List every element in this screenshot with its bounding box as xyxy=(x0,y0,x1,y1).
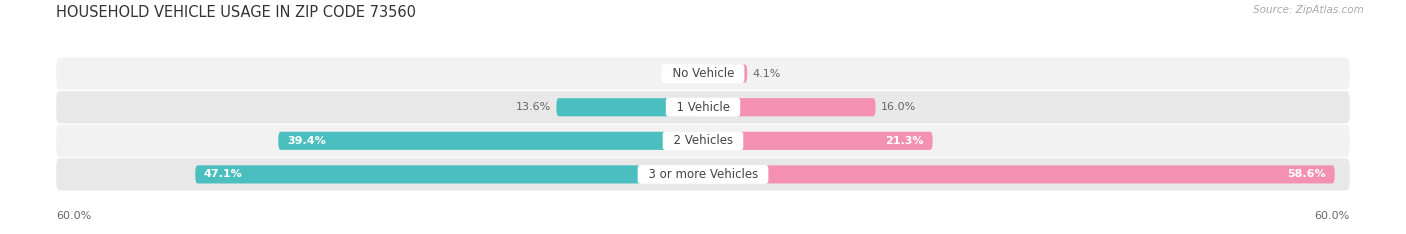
FancyBboxPatch shape xyxy=(56,58,1350,90)
Text: 47.1%: 47.1% xyxy=(204,169,243,179)
Text: HOUSEHOLD VEHICLE USAGE IN ZIP CODE 73560: HOUSEHOLD VEHICLE USAGE IN ZIP CODE 7356… xyxy=(56,5,416,20)
FancyBboxPatch shape xyxy=(56,158,1350,190)
Text: 3 or more Vehicles: 3 or more Vehicles xyxy=(641,168,765,181)
Text: 4.1%: 4.1% xyxy=(752,69,780,79)
FancyBboxPatch shape xyxy=(278,132,703,150)
Text: 60.0%: 60.0% xyxy=(56,211,91,221)
Text: 13.6%: 13.6% xyxy=(516,102,551,112)
Text: 39.4%: 39.4% xyxy=(287,136,326,146)
FancyBboxPatch shape xyxy=(557,98,703,116)
FancyBboxPatch shape xyxy=(703,65,747,83)
Text: No Vehicle: No Vehicle xyxy=(665,67,741,80)
FancyBboxPatch shape xyxy=(703,98,876,116)
Text: 1 Vehicle: 1 Vehicle xyxy=(669,101,737,114)
FancyBboxPatch shape xyxy=(703,132,932,150)
Text: 16.0%: 16.0% xyxy=(882,102,917,112)
FancyBboxPatch shape xyxy=(56,91,1350,123)
FancyBboxPatch shape xyxy=(195,165,703,183)
Text: 58.6%: 58.6% xyxy=(1288,169,1326,179)
Text: 0.0%: 0.0% xyxy=(669,69,697,79)
Text: 2 Vehicles: 2 Vehicles xyxy=(665,134,741,147)
FancyBboxPatch shape xyxy=(703,165,1334,183)
Text: 21.3%: 21.3% xyxy=(886,136,924,146)
Text: Source: ZipAtlas.com: Source: ZipAtlas.com xyxy=(1253,5,1364,15)
Text: 60.0%: 60.0% xyxy=(1315,211,1350,221)
FancyBboxPatch shape xyxy=(56,125,1350,157)
